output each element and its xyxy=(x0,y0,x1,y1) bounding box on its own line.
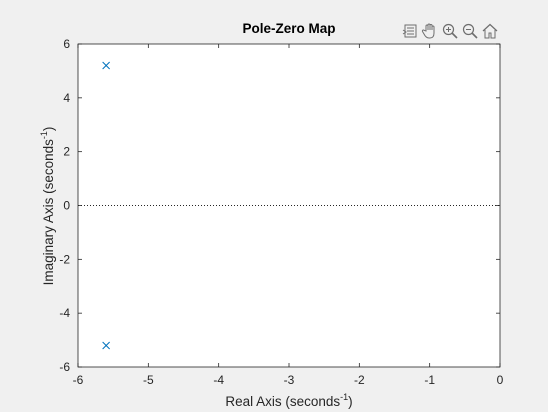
y-axis-label: Imaginary Axis (seconds-1) xyxy=(39,127,56,286)
y-tick-label: 2 xyxy=(63,145,70,159)
x-tick-label: -1 xyxy=(424,373,435,387)
y-tick-label: -6 xyxy=(59,360,70,374)
chart-title: Pole-Zero Map xyxy=(242,21,335,36)
pole-marker-stroke xyxy=(102,341,110,350)
x-axis-label-text: Real Axis (seconds xyxy=(225,394,340,409)
export-button[interactable] xyxy=(400,21,419,41)
pole-markers xyxy=(102,61,110,350)
y-axis-label-exponent: -1 xyxy=(39,131,49,139)
x-axis-label: Real Axis (seconds-1) xyxy=(225,392,352,409)
pole-marker-stroke xyxy=(102,61,110,70)
pan-icon xyxy=(421,23,434,39)
pole-marker[interactable] xyxy=(102,341,110,350)
y-axis-label-text: Imaginary Axis (seconds xyxy=(41,139,56,286)
home-button[interactable] xyxy=(480,21,499,41)
x-axis-label-suffix: ) xyxy=(348,394,353,409)
pole-marker[interactable] xyxy=(102,61,110,70)
y-tick-label: -4 xyxy=(59,306,70,320)
export-icon xyxy=(402,24,416,38)
x-tick-label: -4 xyxy=(213,373,224,387)
zoom-out-button[interactable] xyxy=(460,21,479,41)
zoom-in-icon xyxy=(442,23,458,39)
x-axis-ticks: -6 -5 -4 -3 -2 -1 0 xyxy=(73,44,504,387)
axes-box xyxy=(77,43,501,368)
x-tick-label: -6 xyxy=(73,373,84,387)
pan-button[interactable] xyxy=(420,21,439,41)
axes-toolbar xyxy=(400,20,499,42)
x-tick-label: -5 xyxy=(143,373,154,387)
y-tick-label: 4 xyxy=(63,91,70,105)
zoom-in-button[interactable] xyxy=(440,21,459,41)
y-tick-label: 6 xyxy=(63,37,70,51)
x-tick-label: -2 xyxy=(354,373,365,387)
x-axis-label-exponent: -1 xyxy=(340,392,348,402)
y-tick-label: 0 xyxy=(63,199,70,213)
x-tick-label: -3 xyxy=(284,373,295,387)
x-tick-label: 0 xyxy=(497,373,504,387)
home-icon xyxy=(482,23,497,39)
y-axis-label-suffix: ) xyxy=(41,127,56,132)
zoom-out-icon xyxy=(462,23,478,39)
y-tick-label: -2 xyxy=(59,252,70,266)
